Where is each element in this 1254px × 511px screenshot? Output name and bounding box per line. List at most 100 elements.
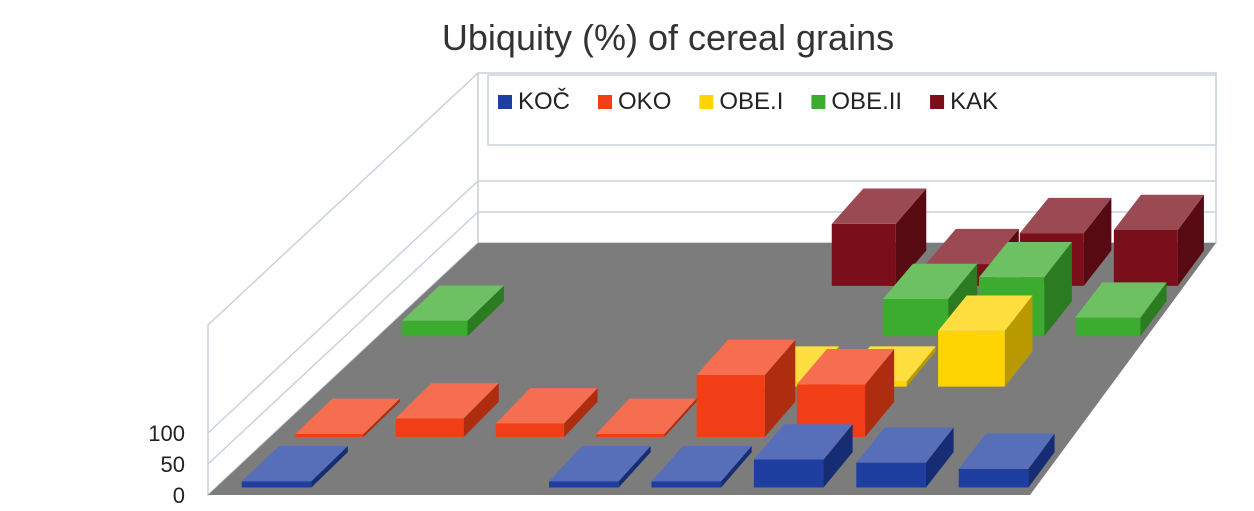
bar-top — [696, 339, 796, 376]
bar-side — [906, 346, 936, 387]
bar-side — [467, 285, 504, 337]
bar-side — [564, 388, 598, 438]
bar-side — [463, 383, 499, 438]
bars — [241, 188, 1204, 488]
y-axis: 0 50 100 — [148, 421, 185, 508]
bar-OBE.I-7 — [938, 295, 1033, 387]
bar-OKO-1 — [295, 398, 400, 438]
legend: KOČ OKO OBE.I OBE.II KAK — [487, 74, 1217, 146]
bar-top — [402, 285, 504, 321]
bar-front — [856, 462, 926, 488]
bar-front — [549, 481, 619, 488]
bar-top — [753, 424, 853, 460]
chart-title: Ubiquity (%) of cereal grains — [442, 17, 894, 58]
bar-side — [363, 398, 400, 438]
bar-front — [753, 459, 824, 488]
bar-side — [865, 349, 895, 438]
bar-front — [1113, 230, 1178, 286]
bar-side — [925, 427, 954, 488]
bar-side — [895, 188, 927, 286]
legend-swatch — [598, 95, 613, 109]
legend-swatch — [498, 95, 512, 109]
bar-top — [1113, 194, 1204, 231]
legend-label: OKO — [618, 88, 671, 115]
gridline — [207, 211, 1216, 465]
bar-top — [938, 295, 1033, 331]
y-tick-label: 50 — [161, 452, 185, 477]
bar-front — [651, 481, 722, 488]
bar-side — [1177, 194, 1204, 286]
bar-side — [1028, 433, 1055, 488]
bar-top — [796, 349, 895, 385]
bar-OBE.II-6 — [882, 263, 978, 337]
bar-front — [1075, 317, 1141, 337]
bar-side — [618, 445, 651, 488]
bar-front — [796, 384, 866, 438]
gridline — [207, 180, 1216, 434]
bar-side — [1140, 282, 1167, 337]
bar-front — [402, 320, 468, 337]
bar-front — [241, 481, 312, 488]
bar-front — [958, 468, 1029, 488]
bar-side — [1083, 197, 1112, 286]
bar-front — [395, 418, 464, 438]
y-tick-label: 100 — [148, 421, 185, 446]
legend-label: KAK — [950, 88, 998, 115]
bar-KOČ-6 — [753, 424, 853, 488]
bar-front — [596, 433, 665, 438]
bar-OBE.II-1 — [402, 285, 504, 337]
legend-item-OBE.II: OBE.II — [811, 88, 902, 115]
bar-front — [495, 423, 565, 438]
bar-top — [856, 427, 954, 463]
bar-side — [1044, 242, 1072, 337]
bar-side — [311, 445, 348, 488]
legend-label: KOČ — [518, 87, 570, 115]
bar-top — [1019, 197, 1112, 234]
bar-front — [938, 330, 1005, 387]
bar-top — [831, 188, 927, 224]
bar-KOČ-4 — [549, 445, 651, 488]
bar-side — [664, 398, 697, 438]
bar-top — [596, 398, 697, 434]
bar-top — [958, 433, 1055, 469]
bar-top — [295, 398, 400, 434]
bar-top — [495, 388, 598, 424]
bar-top — [978, 242, 1072, 278]
bar-side — [1004, 295, 1033, 387]
bar-OKO-5 — [696, 339, 796, 438]
bar-OBE.II-8 — [1075, 282, 1167, 337]
bar-front — [831, 223, 896, 286]
bar-top — [241, 445, 348, 482]
bar-front — [295, 433, 364, 438]
legend-label: OBE.II — [831, 88, 902, 115]
bar-KOČ-5 — [651, 445, 752, 488]
legend-item-OBE.I: OBE.I — [699, 88, 783, 115]
bar-top — [1075, 282, 1167, 318]
bar-KOČ-7 — [856, 427, 954, 488]
bar-side — [823, 424, 853, 488]
legend-item-KAK: KAK — [930, 88, 998, 115]
legend-label: OBE.I — [719, 88, 783, 115]
bar-top — [395, 383, 499, 419]
legend-item-KOČ: KOČ — [498, 87, 570, 115]
bar-top — [882, 263, 978, 300]
bar-top — [651, 445, 752, 482]
y-tick-label: 0 — [173, 483, 185, 506]
bar-side — [764, 339, 796, 438]
legend-box — [487, 74, 1217, 146]
bar-KOČ-8 — [958, 433, 1055, 488]
bar-KAK-8 — [1113, 194, 1204, 286]
bar-OKO-4 — [596, 398, 697, 438]
bar-KAK-5 — [831, 188, 927, 286]
bar-front — [696, 375, 765, 438]
legend-swatch — [699, 95, 714, 109]
legend-item-OKO: OKO — [598, 88, 671, 115]
bar-OKO-2 — [395, 383, 499, 438]
legend-swatch — [811, 95, 826, 109]
bar-KOČ-1 — [241, 445, 348, 488]
bar-front — [882, 299, 949, 337]
bar-OKO-6 — [796, 349, 895, 438]
bar-top — [549, 445, 651, 482]
